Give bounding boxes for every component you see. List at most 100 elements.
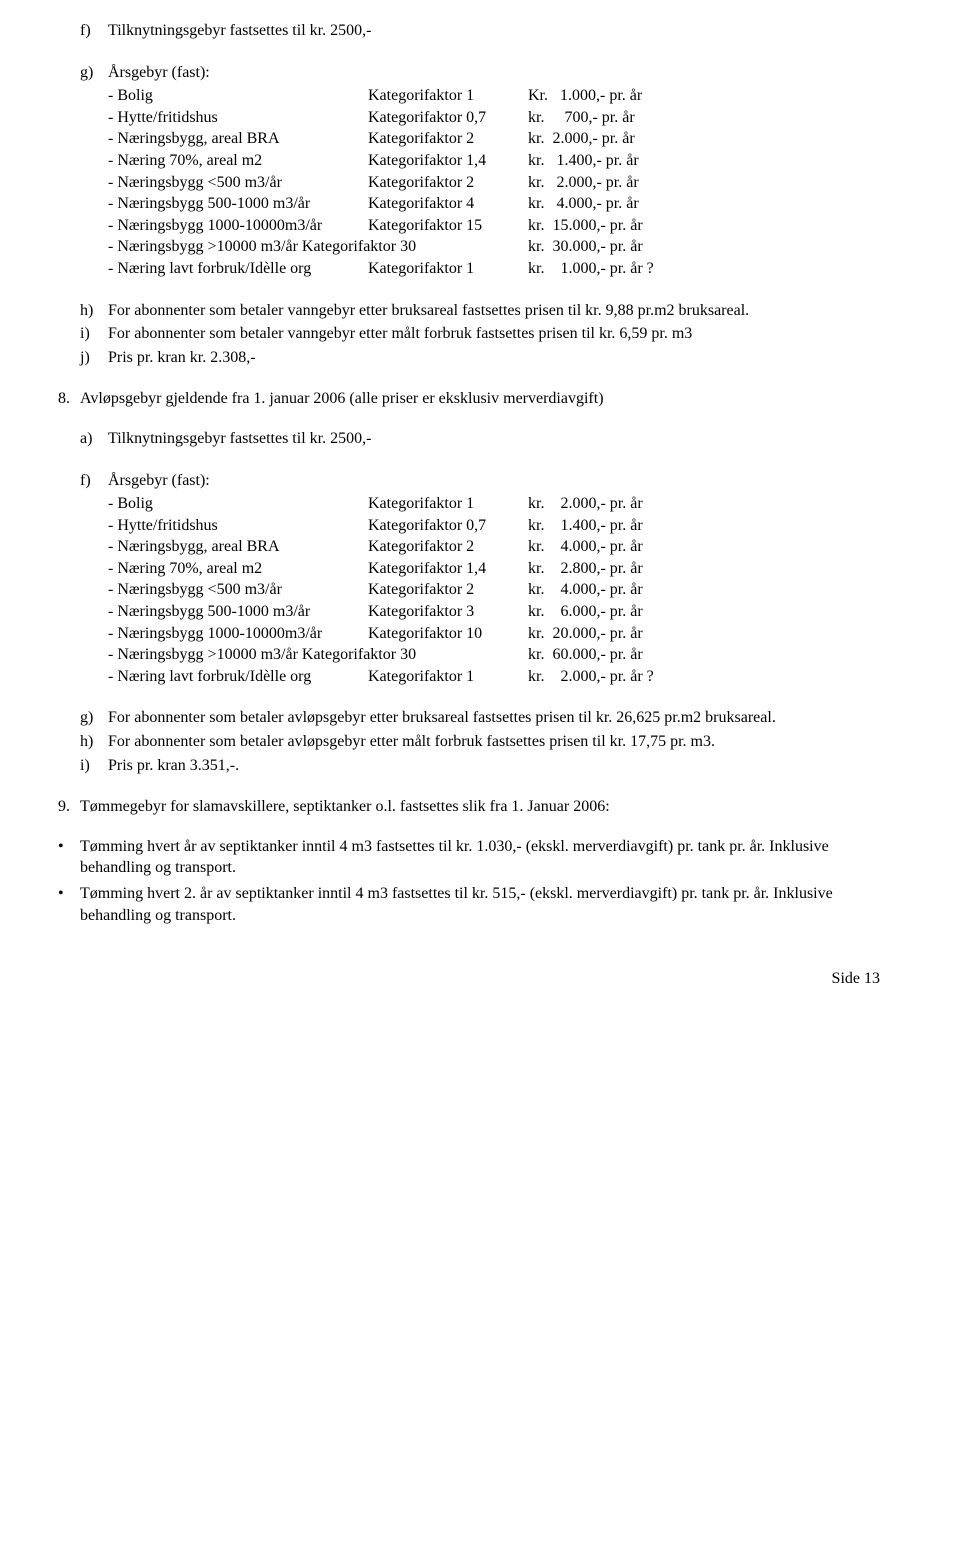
fee-price: kr. 2.000,- pr. år — [528, 172, 880, 194]
page-content: f) Tilknytningsgebyr fastsettes til kr. … — [0, 0, 960, 970]
marker-8i: i) — [80, 755, 108, 777]
marker-i: i) — [80, 323, 108, 345]
fee-price: kr. 15.000,- pr. år — [528, 215, 880, 237]
title-g: Årsgebyr (fast): — [108, 62, 880, 84]
fee-price: kr. 2.800,- pr. år — [528, 558, 880, 580]
item-g: g) Årsgebyr (fast): - BoligKategorifakto… — [80, 62, 880, 280]
marker-9: 9. — [58, 796, 80, 818]
fee-price: kr. 20.000,- pr. år — [528, 623, 880, 645]
fee-price: kr. 4.000,- pr. år — [528, 579, 880, 601]
fee-row: - Næring lavt forbruk/Idèlle orgKategori… — [108, 666, 880, 688]
fee-row: - Næringsbygg 500-1000 m3/årKategorifakt… — [108, 601, 880, 623]
text-i: For abonnenter som betaler vanngebyr ett… — [108, 323, 880, 345]
fee-row: - Næring 70%, areal m2Kategorifaktor 1,4… — [108, 558, 880, 580]
fee-row: - Hytte/fritidshusKategorifaktor 0,7kr. … — [108, 107, 880, 129]
fee-row: - Næring lavt forbruk/Idèlle orgKategori… — [108, 258, 880, 280]
bullet-2-text: Tømming hvert 2. år av septiktanker innt… — [80, 883, 880, 926]
fee-factor: Kategorifaktor 0,7 — [368, 107, 528, 129]
fee-label: - Næringsbygg 1000-10000m3/år — [108, 623, 368, 645]
marker-8a: a) — [80, 428, 108, 450]
item-f: f) Tilknytningsgebyr fastsettes til kr. … — [80, 20, 880, 42]
fee-factor: Kategorifaktor 15 — [368, 215, 528, 237]
fee-price: kr. 1.000,- pr. år ? — [528, 258, 880, 280]
fee-label: - Næring 70%, areal m2 — [108, 150, 368, 172]
marker-8g: g) — [80, 707, 108, 729]
fee-row: - BoligKategorifaktor 1kr. 2.000,- pr. å… — [108, 493, 880, 515]
text-8i: Pris pr. kran 3.351,-. — [108, 755, 880, 777]
text-9: Tømmegebyr for slamavskillere, septiktan… — [80, 796, 610, 818]
fee-row: - Næringsbygg >10000 m3/år Kategorifakto… — [108, 236, 880, 258]
section-9: 9. Tømmegebyr for slamavskillere, septik… — [58, 796, 880, 818]
page-footer: Side 13 — [0, 970, 960, 1008]
marker-f: f) — [80, 20, 108, 42]
bullet-1-text: Tømming hvert år av septiktanker inntil … — [80, 836, 880, 879]
bullet-icon: • — [58, 836, 80, 879]
fee-factor: Kategorifaktor 1 — [368, 258, 528, 280]
fee-label: - Næringsbygg 1000-10000m3/år — [108, 215, 368, 237]
fee-price: kr. 4.000,- pr. år — [528, 536, 880, 558]
fee-price: kr. 1.400,- pr. år — [528, 515, 880, 537]
fee-row: - Næringsbygg >10000 m3/år Kategorifakto… — [108, 644, 880, 666]
fee-factor: Kategorifaktor 2 — [368, 172, 528, 194]
bullet-icon: • — [58, 883, 80, 926]
fee-row: - Næringsbygg <500 m3/årKategorifaktor 2… — [108, 172, 880, 194]
fee-label: - Næringsbygg <500 m3/år — [108, 172, 368, 194]
fee-factor: Kategorifaktor 4 — [368, 193, 528, 215]
fee-factor: Kategorifaktor 2 — [368, 536, 528, 558]
item-8a: a) Tilknytningsgebyr fastsettes til kr. … — [80, 428, 880, 450]
marker-j: j) — [80, 347, 108, 369]
fee-factor: Kategorifaktor 1,4 — [368, 150, 528, 172]
bullet-1: • Tømming hvert år av septiktanker innti… — [58, 836, 880, 879]
fee-price: kr. 6.000,- pr. år — [528, 601, 880, 623]
title-8f: Årsgebyr (fast): — [108, 470, 880, 492]
fee-label: - Næringsbygg 500-1000 m3/år — [108, 193, 368, 215]
fee-factor: Kategorifaktor 2 — [368, 579, 528, 601]
fee-label: - Næringsbygg >10000 m3/år Kategorifakto… — [108, 236, 528, 258]
fee-factor: Kategorifaktor 10 — [368, 623, 528, 645]
fee-price: kr. 60.000,- pr. år — [528, 644, 880, 666]
marker-8h: h) — [80, 731, 108, 753]
fee-price: kr. 2.000,- pr. år — [528, 493, 880, 515]
marker-g: g) — [80, 62, 108, 280]
fee-label: - Næring 70%, areal m2 — [108, 558, 368, 580]
fee-label: - Hytte/fritidshus — [108, 515, 368, 537]
fee-factor: Kategorifaktor 2 — [368, 128, 528, 150]
fee-label: - Næringsbygg >10000 m3/år Kategorifakto… — [108, 644, 528, 666]
item-8h: h) For abonnenter som betaler avløpsgeby… — [80, 731, 880, 753]
fee-row: - Næringsbygg 1000-10000m3/årKategorifak… — [108, 215, 880, 237]
fee-row: - Næringsbygg <500 m3/årKategorifaktor 2… — [108, 579, 880, 601]
section-8: 8. Avløpsgebyr gjeldende fra 1. januar 2… — [58, 388, 880, 410]
fee-label: - Hytte/fritidshus — [108, 107, 368, 129]
fee-row: - Næring 70%, areal m2Kategorifaktor 1,4… — [108, 150, 880, 172]
marker-8: 8. — [58, 388, 80, 410]
fee-row: - Næringsbygg, areal BRAKategorifaktor 2… — [108, 128, 880, 150]
text-h: For abonnenter som betaler vanngebyr ett… — [108, 300, 880, 322]
text-8g: For abonnenter som betaler avløpsgebyr e… — [108, 707, 880, 729]
text-8h: For abonnenter som betaler avløpsgebyr e… — [108, 731, 880, 753]
fee-label: - Bolig — [108, 493, 368, 515]
text-f: Tilknytningsgebyr fastsettes til kr. 250… — [108, 20, 880, 42]
fee-row: - Hytte/fritidshusKategorifaktor 0,7kr. … — [108, 515, 880, 537]
item-8g: g) For abonnenter som betaler avløpsgeby… — [80, 707, 880, 729]
fee-label: - Næring lavt forbruk/Idèlle org — [108, 666, 368, 688]
item-8i: i) Pris pr. kran 3.351,-. — [80, 755, 880, 777]
marker-h: h) — [80, 300, 108, 322]
fee-factor: Kategorifaktor 1 — [368, 666, 528, 688]
item-h: h) For abonnenter som betaler vanngebyr … — [80, 300, 880, 322]
fee-factor: Kategorifaktor 0,7 — [368, 515, 528, 537]
fee-factor: Kategorifaktor 1 — [368, 493, 528, 515]
item-8f: f) Årsgebyr (fast): - BoligKategorifakto… — [80, 470, 880, 688]
fee-label: - Næring lavt forbruk/Idèlle org — [108, 258, 368, 280]
fee-row: - Næringsbygg, areal BRAKategorifaktor 2… — [108, 536, 880, 558]
fee-price: kr. 1.400,- pr. år — [528, 150, 880, 172]
item-i: i) For abonnenter som betaler vanngebyr … — [80, 323, 880, 345]
marker-8f: f) — [80, 470, 108, 688]
fee-price: kr. 2.000,- pr. år ? — [528, 666, 880, 688]
fee-row: - Næringsbygg 1000-10000m3/årKategorifak… — [108, 623, 880, 645]
fee-row: - BoligKategorifaktor 1Kr. 1.000,- pr. å… — [108, 85, 880, 107]
fee-factor: Kategorifaktor 3 — [368, 601, 528, 623]
fee-label: - Næringsbygg, areal BRA — [108, 128, 368, 150]
fee-factor: Kategorifaktor 1,4 — [368, 558, 528, 580]
fee-label: - Bolig — [108, 85, 368, 107]
fee-label: - Næringsbygg <500 m3/år — [108, 579, 368, 601]
